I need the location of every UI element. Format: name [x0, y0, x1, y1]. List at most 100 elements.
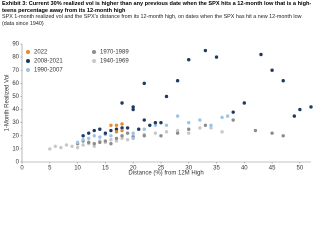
point: [175, 131, 180, 135]
y-tick-label: 60: [12, 81, 19, 87]
point: [270, 131, 274, 135]
point: [98, 140, 102, 145]
point: [253, 128, 258, 133]
point: [187, 58, 191, 62]
point: [231, 118, 235, 122]
point: [120, 128, 124, 133]
x-tick-label: 0: [20, 166, 24, 172]
x-tick-label: 35: [213, 166, 220, 172]
point: [125, 131, 130, 135]
legend-marker: [92, 59, 96, 63]
point: [259, 52, 263, 57]
y-tick-label: 40: [12, 107, 19, 113]
point: [53, 144, 58, 148]
point: [209, 123, 213, 127]
legend-label: 1990-2007: [34, 68, 63, 74]
point: [48, 147, 52, 151]
point: [142, 134, 146, 138]
point: [164, 130, 169, 134]
point: [86, 140, 91, 145]
y-tick-label: 50: [12, 94, 19, 100]
point: [298, 107, 302, 112]
point: [103, 131, 108, 135]
point: [142, 127, 146, 131]
point: [98, 135, 102, 139]
point: [153, 131, 158, 135]
point: [153, 120, 158, 125]
point: [131, 105, 135, 109]
point: [86, 136, 91, 141]
point: [187, 131, 191, 135]
point: [103, 139, 108, 143]
point: [125, 126, 130, 130]
point: [92, 128, 96, 133]
point: [175, 114, 180, 118]
point: [281, 79, 285, 83]
x-tick-label: 15: [102, 166, 109, 172]
point: [114, 139, 119, 143]
legend-label: 2008-2021: [34, 59, 63, 65]
point: [137, 127, 141, 131]
point: [75, 145, 80, 150]
x-tick-label: 40: [241, 166, 248, 172]
point: [109, 123, 113, 127]
point: [187, 127, 191, 131]
point: [203, 123, 208, 127]
point: [86, 131, 91, 135]
point: [125, 138, 130, 142]
point: [281, 134, 285, 138]
point: [203, 48, 208, 53]
y-axis-label: 1-Month Realized Vol: [5, 74, 11, 131]
point: [148, 123, 152, 127]
point: [109, 141, 113, 146]
point: [120, 122, 124, 126]
x-tick-label: 20: [130, 166, 137, 172]
point: [64, 143, 69, 147]
legend-box: [24, 47, 144, 77]
x-tick-label: 25: [158, 166, 165, 172]
point: [242, 101, 247, 105]
chart-subtitle: SPX 1-month realized vol and the SPX's d…: [2, 14, 302, 27]
legend-marker: [26, 59, 30, 63]
y-tick-label: 20: [12, 133, 19, 139]
point: [114, 130, 119, 134]
point: [292, 114, 297, 118]
point: [59, 145, 63, 150]
page: Exhibit 3: Current 30% realized vol is h…: [2, 1, 315, 177]
point: [120, 126, 124, 130]
point: [92, 134, 96, 138]
point: [75, 140, 80, 145]
point: [70, 144, 74, 148]
legend-label: 2022: [34, 50, 48, 56]
y-tick-label: 30: [12, 120, 19, 126]
point: [131, 131, 135, 135]
point: [142, 81, 146, 86]
point: [270, 68, 274, 72]
point: [159, 120, 163, 125]
point: [142, 118, 146, 122]
point: [225, 114, 230, 118]
header: Exhibit 3: Current 30% realized vol is h…: [2, 1, 315, 27]
point: [109, 128, 113, 133]
point: [81, 134, 85, 138]
point: [153, 123, 158, 127]
y-tick-label: 10: [12, 146, 19, 152]
point: [214, 55, 219, 59]
point: [198, 126, 202, 130]
point: [81, 143, 85, 147]
point: [231, 110, 235, 114]
point: [98, 127, 102, 131]
y-tick-label: 90: [12, 42, 19, 48]
point: [92, 141, 96, 146]
y-tick-label: 0: [16, 160, 20, 166]
x-tick-label: 50: [297, 166, 304, 172]
point: [92, 144, 96, 148]
point: [159, 134, 163, 138]
x-tick-label: 45: [269, 166, 276, 172]
point: [309, 105, 313, 109]
point: [209, 126, 213, 130]
legend-marker: [26, 50, 30, 54]
point: [131, 136, 135, 141]
point: [81, 138, 85, 142]
point: [220, 130, 224, 134]
